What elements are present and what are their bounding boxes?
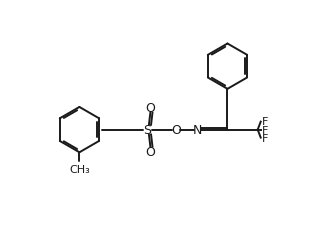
Text: F: F	[262, 134, 269, 144]
Text: F: F	[262, 125, 269, 135]
Text: N: N	[193, 123, 203, 136]
Text: F: F	[262, 116, 269, 126]
Text: S: S	[143, 123, 151, 136]
Text: O: O	[146, 145, 155, 158]
Text: O: O	[146, 102, 155, 115]
Text: O: O	[171, 123, 181, 136]
Text: CH₃: CH₃	[69, 164, 90, 174]
